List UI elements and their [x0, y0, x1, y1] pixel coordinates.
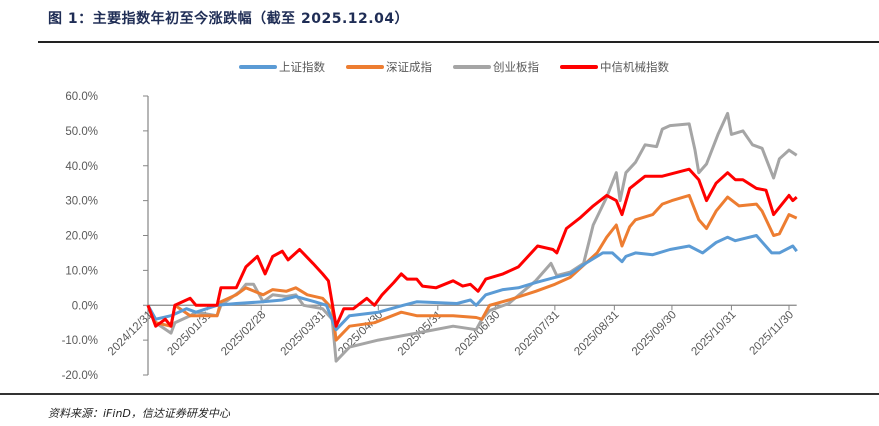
y-tick-label: 0.0% [72, 300, 98, 312]
legend-label-1: 深证成指 [386, 60, 432, 74]
figure-title: 图 1：主要指数年初至今涨跌幅（截至 2025.12.04） [48, 11, 410, 27]
bottom-divider [0, 393, 879, 395]
series-line-0 [146, 234, 798, 332]
y-tick-label: 40.0% [65, 161, 98, 173]
x-tick-label: 2025/08/31 [572, 309, 621, 358]
y-tick-label: 20.0% [65, 231, 98, 243]
y-tick-label: 10.0% [65, 265, 98, 277]
legend-label-0: 上证指数 [279, 60, 325, 74]
series-line-1 [146, 193, 798, 342]
x-tick-label: 2025/07/31 [513, 309, 562, 358]
x-tick-label: 2025/10/31 [689, 309, 738, 358]
legend-label-2: 创业板指 [493, 60, 539, 74]
source-note: 资料来源：iFinD，信达证券研发中心 [48, 407, 230, 420]
y-tick-label: -10.0% [62, 335, 98, 347]
y-tick-label: 50.0% [65, 126, 98, 138]
x-tick-label: 2025/11/30 [748, 309, 797, 358]
title-divider [38, 41, 879, 43]
x-tick-label: 2025/09/30 [630, 309, 679, 358]
x-tick-label: 2025/03/31 [279, 309, 328, 358]
y-tick-label: -20.0% [62, 370, 98, 382]
y-tick-label: 60.0% [65, 91, 98, 103]
series-line-2 [146, 111, 798, 363]
y-tick-label: 30.0% [65, 196, 98, 208]
series-line-3 [146, 167, 798, 328]
legend-label-3: 中信机械指数 [600, 60, 669, 74]
x-tick-label: 2025/02/28 [219, 309, 268, 358]
